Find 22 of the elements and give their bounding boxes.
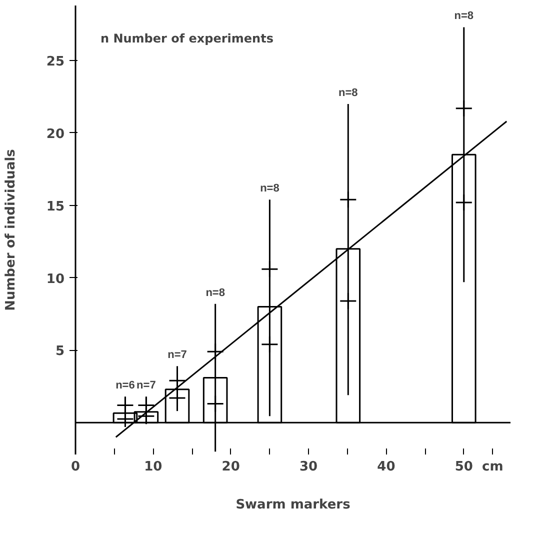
y-axis-title: Number of individuals (3, 148, 18, 311)
y-tick-label: 25 (46, 54, 65, 70)
annotation: n Number of experiments (100, 32, 274, 46)
x-tick-label: 20 (222, 460, 240, 474)
y-tick-label: 15 (46, 199, 65, 214)
x-tick-label: cm (482, 460, 504, 474)
annotation: n=8 (338, 86, 358, 99)
y-tick-label: 10 (46, 272, 65, 287)
annotation: n=7 (168, 349, 187, 362)
x-tick-label: 0 (70, 460, 80, 474)
y-tick-label: 20 (46, 126, 65, 142)
x-tick-label: 50 (454, 460, 473, 474)
x-axis-title: Swarm markers (236, 498, 351, 512)
y-tick-label: 5 (55, 344, 64, 360)
annotation: n=8 (454, 10, 474, 22)
annotation: n=8 (206, 286, 225, 299)
annotation: n=6 (116, 380, 135, 392)
x-tick-label: 10 (144, 460, 162, 474)
annotation: n=8 (260, 182, 280, 195)
x-tick-label: 40 (377, 460, 396, 474)
x-tick-label: 30 (299, 460, 318, 474)
annotation: n=7 (136, 380, 156, 392)
